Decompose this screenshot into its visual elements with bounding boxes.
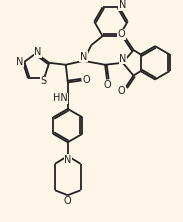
Text: O: O [83, 75, 90, 85]
Text: N: N [16, 57, 24, 67]
Text: S: S [40, 76, 46, 86]
Text: O: O [118, 86, 126, 96]
Text: N: N [80, 52, 87, 62]
Text: O: O [103, 80, 111, 90]
Text: N: N [64, 155, 72, 165]
Text: HN: HN [53, 93, 67, 103]
Text: N: N [34, 47, 42, 57]
Text: N: N [119, 54, 126, 64]
Text: O: O [118, 29, 126, 39]
Text: N: N [119, 0, 126, 10]
Text: O: O [64, 196, 72, 206]
